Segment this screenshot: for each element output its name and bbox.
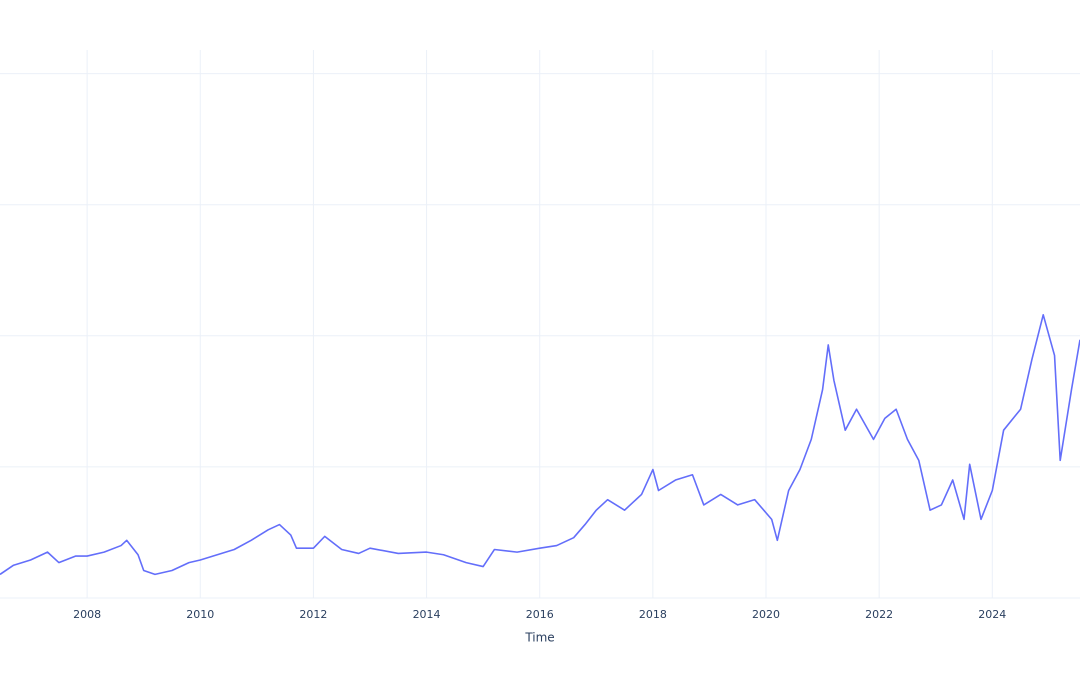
x-tick-label: 2012: [299, 608, 327, 621]
x-axis-title: Time: [524, 631, 554, 645]
x-tick-label: 2022: [865, 608, 893, 621]
x-tick-label: 2010: [186, 608, 214, 621]
x-tick-label: 2014: [413, 608, 441, 621]
x-tick-label: 2020: [752, 608, 780, 621]
x-tick-label: 2024: [978, 608, 1006, 621]
x-tick-label: 2016: [526, 608, 554, 621]
x-tick-label: 2018: [639, 608, 667, 621]
line: [0, 314, 1080, 576]
x-tick-label: 2008: [73, 608, 101, 621]
